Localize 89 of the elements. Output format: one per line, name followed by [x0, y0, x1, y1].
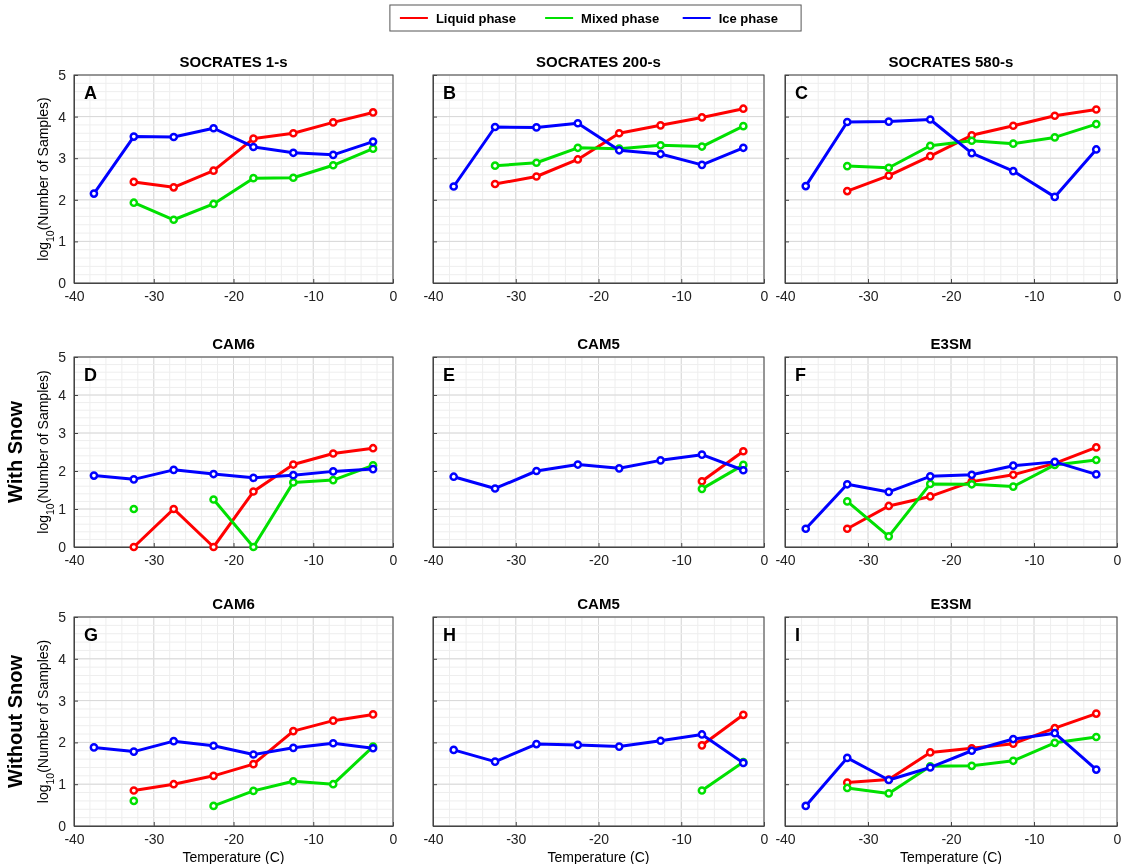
- x-tick-label: 0: [389, 551, 398, 568]
- annotation: E: [443, 365, 456, 385]
- legend-label: Mixed phase: [581, 11, 660, 26]
- y-tick-label: 2: [58, 191, 67, 208]
- x-tick-label: -40: [423, 551, 444, 568]
- x-tick-label: -30: [144, 551, 165, 568]
- x-tick-label: -10: [303, 287, 325, 304]
- chart-title: E3SM: [930, 335, 972, 352]
- x-tick-label: 0: [1113, 830, 1122, 847]
- annotation: D: [84, 365, 97, 385]
- text: With Snow: [4, 400, 26, 504]
- legend-label: Liquid phase: [435, 11, 517, 26]
- x-tick-label: -10: [303, 551, 325, 568]
- x-tick-label: -30: [858, 551, 879, 568]
- y-tick-label: 1: [58, 233, 67, 250]
- x-tick-label: 0: [389, 287, 398, 304]
- chart-title: CAM6: [212, 595, 255, 612]
- chart-title: SOCRATES 200-s: [536, 53, 661, 70]
- x-axis-title: Temperature (C): [900, 849, 1002, 864]
- y-tick-label: 3: [58, 150, 67, 167]
- x-tick-label: -20: [941, 830, 962, 847]
- x-tick-label: 0: [760, 287, 769, 304]
- x-tick-label: -10: [303, 830, 325, 847]
- x-axis-title: Temperature (C): [547, 849, 650, 864]
- y-tick-label: 5: [58, 608, 67, 625]
- y-tick-label: 5: [58, 348, 67, 365]
- x-tick-label: -20: [588, 551, 610, 568]
- annotation: B: [443, 83, 456, 103]
- y-tick-label: 0: [58, 538, 67, 555]
- y-tick-label: 0: [58, 817, 67, 834]
- annotation: H: [443, 625, 456, 645]
- x-tick-label: -40: [64, 830, 85, 847]
- chart-title: SOCRATES 1-s: [179, 53, 288, 70]
- annotation: A: [84, 83, 97, 103]
- x-tick-label: -30: [506, 287, 527, 304]
- x-tick-label: -30: [858, 830, 879, 847]
- annotation: I: [795, 625, 801, 645]
- x-tick-label: 0: [1113, 287, 1122, 304]
- x-tick-label: -30: [506, 830, 527, 847]
- x-tick-label: -40: [775, 551, 796, 568]
- x-tick-label: -20: [223, 551, 245, 568]
- y-tick-label: 4: [58, 386, 67, 403]
- chart-title: CAM6: [212, 335, 255, 352]
- chart-title: CAM5: [577, 335, 620, 352]
- x-tick-label: -10: [1024, 551, 1045, 568]
- chart-title: E3SM: [930, 595, 972, 612]
- y-tick-label: 4: [58, 650, 67, 667]
- legend-label: Ice phase: [718, 11, 778, 26]
- x-tick-label: -40: [423, 287, 444, 304]
- x-tick-label: -40: [423, 830, 444, 847]
- x-tick-label: -30: [144, 287, 165, 304]
- y-tick-label: 5: [58, 66, 67, 83]
- x-tick-label: 0: [389, 830, 398, 847]
- x-tick-label: -40: [64, 551, 85, 568]
- x-tick-label: -30: [858, 287, 879, 304]
- x-tick-label: -30: [506, 551, 527, 568]
- x-tick-label: -20: [588, 830, 610, 847]
- x-tick-label: 0: [1113, 551, 1122, 568]
- x-tick-label: -40: [775, 287, 796, 304]
- x-tick-label: -10: [671, 830, 693, 847]
- y-tick-label: 4: [58, 108, 67, 125]
- x-tick-label: 0: [760, 830, 769, 847]
- y-tick-label: 1: [58, 500, 67, 517]
- annotation: F: [795, 365, 806, 385]
- x-tick-label: -10: [671, 287, 693, 304]
- x-tick-label: -20: [223, 287, 245, 304]
- x-tick-label: -10: [1024, 830, 1045, 847]
- x-tick-label: -40: [775, 830, 796, 847]
- chart-title: CAM5: [577, 595, 620, 612]
- y-tick-label: 3: [58, 692, 67, 709]
- x-tick-label: -10: [671, 551, 693, 568]
- y-tick-label: 3: [58, 424, 67, 441]
- x-tick-label: -20: [588, 287, 610, 304]
- x-tick-label: -20: [223, 830, 245, 847]
- annotation: G: [84, 625, 99, 645]
- annotation: C: [795, 83, 808, 103]
- x-tick-label: -20: [941, 551, 962, 568]
- x-tick-label: 0: [760, 551, 769, 568]
- y-tick-label: 2: [58, 734, 67, 751]
- x-tick-label: -40: [64, 287, 85, 304]
- y-tick-label: 0: [58, 274, 67, 291]
- x-axis-title: Temperature (C): [182, 849, 285, 864]
- chart-title: SOCRATES 580-s: [888, 53, 1014, 70]
- x-tick-label: -20: [941, 287, 962, 304]
- text: Without Snow: [4, 654, 26, 789]
- x-tick-label: -30: [144, 830, 165, 847]
- y-tick-label: 1: [58, 776, 67, 793]
- x-tick-label: -10: [1024, 287, 1045, 304]
- y-tick-label: 2: [58, 462, 67, 479]
